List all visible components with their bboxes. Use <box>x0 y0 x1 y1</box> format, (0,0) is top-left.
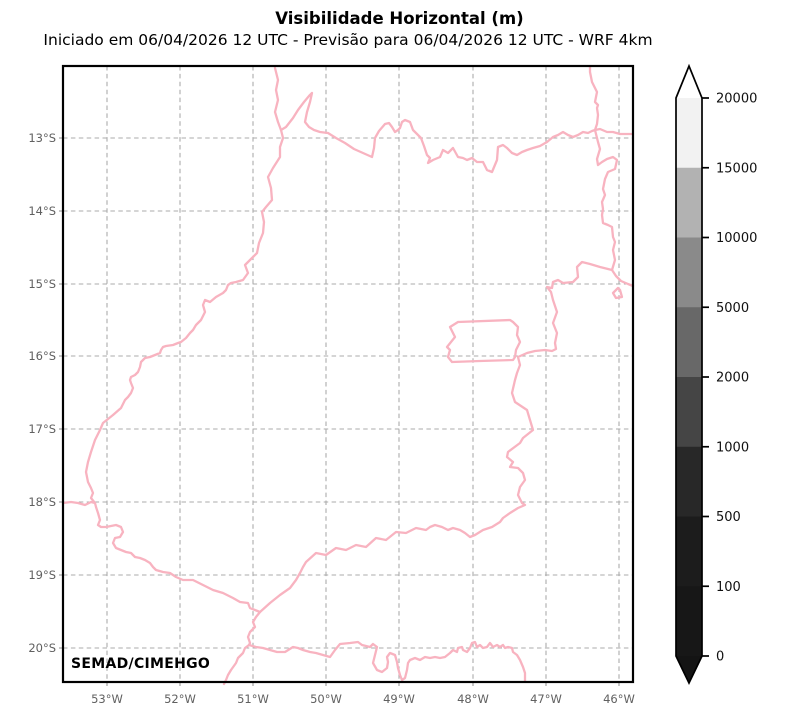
colorbar-tick-label: 5000 <box>716 301 749 316</box>
plot-title: Visibilidade Horizontal (m) <box>275 9 524 28</box>
colorbar-extend-below <box>676 656 702 683</box>
colorbar-segment <box>676 516 702 587</box>
boundary-line-northeast-line <box>593 127 635 136</box>
plot-subtitle: Iniciado em 06/04/2026 12 UTC - Previsão… <box>43 31 653 49</box>
colorbar-segment <box>676 377 702 448</box>
x-axis-tick-label: 52°W <box>164 692 196 706</box>
y-axis-tick-label: 18°S <box>28 495 56 509</box>
watermark-label: SEMAD/CIMEHGO <box>71 656 211 672</box>
boundary-line-east-blob <box>611 286 624 300</box>
colorbar-tick-label: 20000 <box>716 92 757 107</box>
y-axis-tick-label: 19°S <box>28 568 56 582</box>
x-axis-tick-label: 50°W <box>310 692 342 706</box>
x-axis-tick-label: 49°W <box>383 692 415 706</box>
map-plot <box>59 64 635 686</box>
colorbar-tick-label: 1000 <box>716 440 749 455</box>
boundary-line-west-edge-line <box>61 500 97 507</box>
map-frame <box>61 64 635 684</box>
colorbar-segment <box>676 307 702 378</box>
x-axis-tick-label: 47°W <box>530 692 562 706</box>
y-axis-tick-label: 16°S <box>28 349 56 363</box>
x-axis-tick-label: 46°W <box>603 692 635 706</box>
colorbar-tick-label: 0 <box>716 650 724 665</box>
boundary-line-main-outline <box>84 65 619 614</box>
y-axis-tick-label: 13°S <box>28 131 56 145</box>
x-axis-tick-label: 51°W <box>237 692 269 706</box>
colorbar-tick-label: 2000 <box>716 371 749 386</box>
y-axis-tick-label: 15°S <box>28 277 56 291</box>
colorbar-tick-label: 500 <box>716 510 741 525</box>
y-axis-tick-label: 17°S <box>28 422 56 436</box>
colorbar-extend-above <box>676 66 702 98</box>
colorbar-segment <box>676 98 702 169</box>
colorbar-segment <box>676 237 702 308</box>
x-axis-tick-label: 53°W <box>91 692 123 706</box>
y-axis-tick-label: 20°S <box>28 641 56 655</box>
colorbar-tick-label: 15000 <box>716 161 757 176</box>
colorbar-tick-label: 100 <box>716 580 741 595</box>
boundary-line-inner-rectangle <box>445 318 522 364</box>
x-axis-tick-label: 48°W <box>457 692 489 706</box>
colorbar-tick-label: 10000 <box>716 231 757 246</box>
colorbar-segment <box>676 167 702 239</box>
colorbar-segment <box>676 446 702 518</box>
colorbar-segment <box>676 586 702 657</box>
y-axis-tick-label: 14°S <box>28 204 56 218</box>
boundary-line-north-boundary <box>279 91 597 174</box>
map-background <box>63 66 633 682</box>
boundary-line-south-spur <box>222 610 262 686</box>
boundary-line-east-edge-spur <box>610 268 635 288</box>
boundary-line-south-line <box>247 640 527 683</box>
